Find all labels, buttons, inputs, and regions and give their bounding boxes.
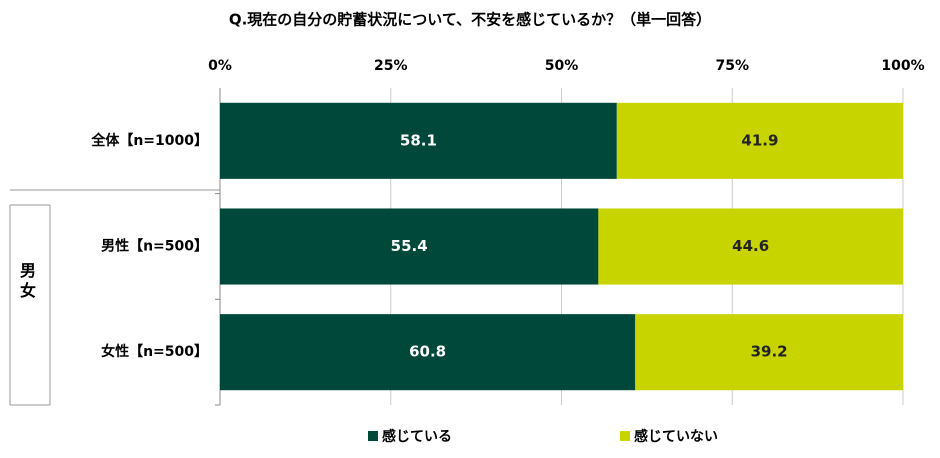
x-tick-label: 25% <box>374 58 408 74</box>
legend-swatch <box>620 431 630 441</box>
value-label: 41.9 <box>741 131 778 149</box>
value-label: 44.6 <box>732 237 769 255</box>
x-tick-label: 75% <box>715 58 749 74</box>
x-tick-label: 0% <box>208 58 232 74</box>
y-tick-label: 男性【n=500】 <box>101 238 208 255</box>
legend-label: 感じている <box>382 428 452 445</box>
value-label: 39.2 <box>751 343 788 361</box>
chart-title: Q.現在の自分の貯蓄状況について、不安を感じているか？（単一回答） <box>229 11 711 29</box>
value-label: 55.4 <box>391 237 428 255</box>
y-tick-label: 全体【n=1000】 <box>90 132 208 149</box>
bar-segment <box>598 208 903 285</box>
bar-segment <box>635 314 903 391</box>
value-label: 58.1 <box>400 131 437 149</box>
y-tick-label: 女性【n=500】 <box>101 343 208 360</box>
bar-segment <box>616 102 903 179</box>
bar-segment <box>220 314 636 391</box>
group-label: 男女 <box>17 262 36 302</box>
legend-label: 感じていない <box>634 428 718 445</box>
bar-segment <box>220 208 599 285</box>
x-tick-label: 100% <box>881 58 924 74</box>
legend-swatch <box>368 431 378 441</box>
bar-segment <box>220 102 617 179</box>
value-label: 60.8 <box>409 343 446 361</box>
x-tick-label: 50% <box>545 58 579 74</box>
